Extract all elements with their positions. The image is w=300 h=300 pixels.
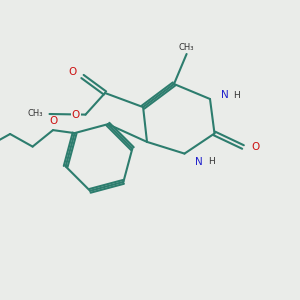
Text: O: O xyxy=(72,110,80,120)
Text: O: O xyxy=(251,142,259,152)
Text: O: O xyxy=(69,67,77,77)
Text: H: H xyxy=(234,91,240,100)
Text: H: H xyxy=(208,158,215,166)
Text: N: N xyxy=(220,90,228,100)
Text: O: O xyxy=(49,116,57,126)
Text: N: N xyxy=(195,157,203,167)
Text: CH₃: CH₃ xyxy=(27,110,43,118)
Text: CH₃: CH₃ xyxy=(179,43,194,52)
